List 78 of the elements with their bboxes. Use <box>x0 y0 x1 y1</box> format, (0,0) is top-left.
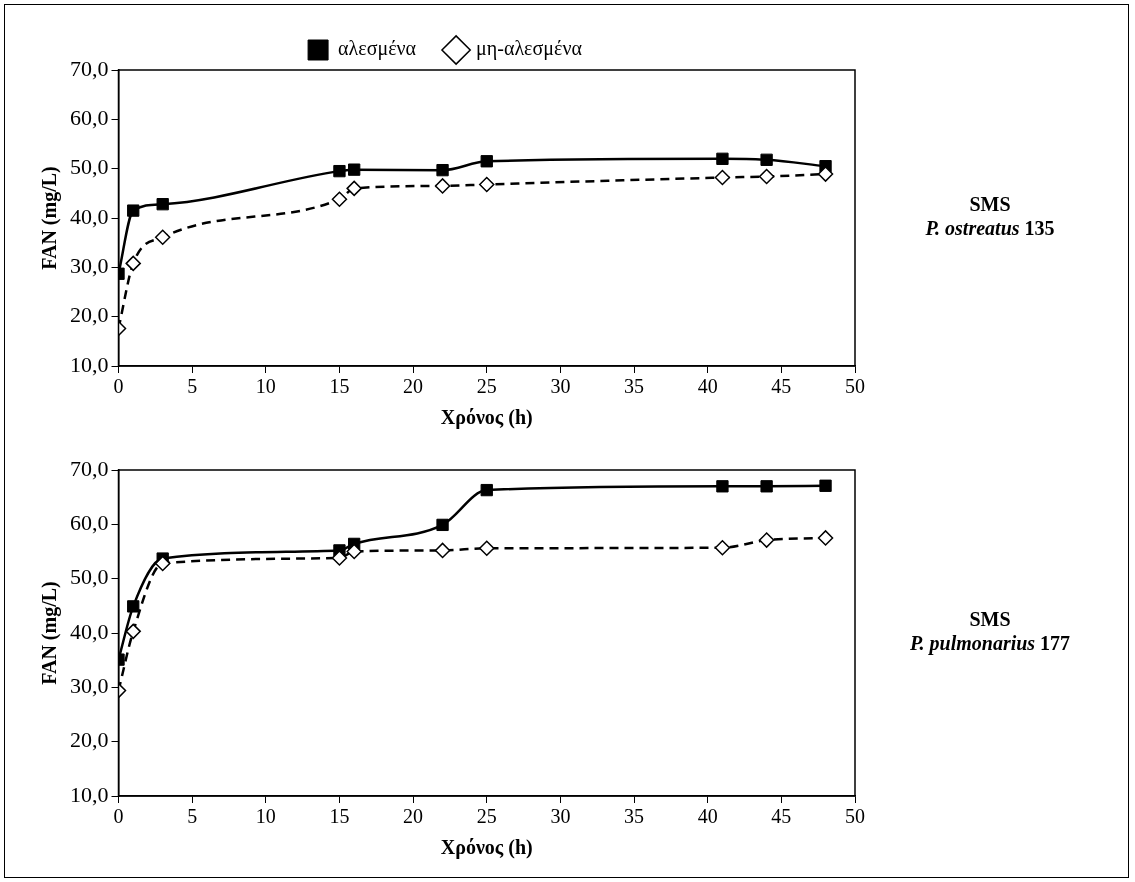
point <box>760 153 773 166</box>
point <box>346 543 362 560</box>
y-tick-label: 40,0 <box>70 203 109 229</box>
point <box>817 530 834 546</box>
point <box>760 480 773 493</box>
point <box>333 164 346 178</box>
x-tick-label: 25 <box>476 375 497 398</box>
y-tick-label: 50,0 <box>70 154 109 180</box>
y-tick-label: 10,0 <box>70 781 109 807</box>
point <box>127 600 140 613</box>
point <box>716 152 729 165</box>
x-axis-title: Χρόνος (h) <box>440 836 533 860</box>
y-tick-label: 30,0 <box>70 253 109 279</box>
point <box>480 155 493 168</box>
x-tick-label: 20 <box>403 805 424 828</box>
text: P. pulmonarius 177 <box>908 632 1071 656</box>
point <box>817 166 834 182</box>
y-axis-title: FAN (mg/L) <box>38 166 62 270</box>
x-tick-label: 40 <box>697 805 718 828</box>
x-tick-label: 10 <box>255 375 276 398</box>
x-tick-label: 40 <box>697 375 718 398</box>
y-tick-label: 10,0 <box>70 351 109 377</box>
x-tick-label: 5 <box>187 805 198 828</box>
point <box>714 539 731 556</box>
x-tick-label: 30 <box>550 805 571 828</box>
point <box>348 163 361 176</box>
x-tick-label: 50 <box>845 805 865 828</box>
point <box>758 532 775 548</box>
x-tick-label: 20 <box>403 375 424 398</box>
legend-label: μη-αλεσμένα <box>476 37 583 61</box>
y-tick-label: 60,0 <box>70 510 109 536</box>
x-tick-label: 50 <box>845 375 865 398</box>
x-axis-title: Χρόνος (h) <box>440 406 533 430</box>
x-tick-label: 35 <box>624 375 645 398</box>
point <box>125 255 141 272</box>
text: SMS <box>969 608 1011 631</box>
text: P. ostreatus 135 <box>924 217 1055 240</box>
point <box>154 229 171 245</box>
y-tick-label: 60,0 <box>70 105 109 131</box>
point <box>434 542 451 559</box>
point <box>480 483 493 497</box>
point <box>331 191 348 207</box>
x-tick-label: 10 <box>255 805 276 828</box>
point <box>125 623 141 640</box>
y-tick-label: 70,0 <box>70 455 109 481</box>
x-tick-label: 25 <box>476 805 497 828</box>
point <box>436 163 449 177</box>
x-tick-label: 45 <box>771 805 792 828</box>
y-tick-label: 20,0 <box>70 302 109 328</box>
point <box>436 518 449 532</box>
x-tick-label: 15 <box>329 375 350 398</box>
point <box>127 204 140 217</box>
point <box>331 550 348 566</box>
y-tick-label: 70,0 <box>70 55 109 81</box>
point <box>716 480 729 493</box>
point <box>758 168 775 185</box>
x-tick-label: 30 <box>550 375 571 398</box>
point <box>154 555 171 572</box>
x-tick-label: 0 <box>113 375 124 398</box>
point <box>346 180 362 197</box>
x-tick-label: 45 <box>771 375 792 398</box>
x-tick-label: 15 <box>329 805 350 828</box>
text: SMS <box>969 193 1011 216</box>
y-tick-label: 30,0 <box>70 673 109 699</box>
y-tick-label: 50,0 <box>70 564 109 590</box>
point <box>479 540 495 556</box>
x-tick-label: 0 <box>113 805 124 828</box>
x-tick-label: 5 <box>187 375 198 398</box>
point <box>714 169 731 186</box>
point <box>156 198 169 211</box>
x-tick-label: 35 <box>624 805 645 828</box>
legend-label: αλεσμένα <box>338 37 417 61</box>
y-axis-title: FAN (mg/L) <box>38 581 62 685</box>
point <box>434 178 451 194</box>
point <box>479 176 495 193</box>
y-tick-label: 40,0 <box>70 618 109 644</box>
y-tick-label: 20,0 <box>70 727 109 753</box>
point <box>819 479 832 492</box>
